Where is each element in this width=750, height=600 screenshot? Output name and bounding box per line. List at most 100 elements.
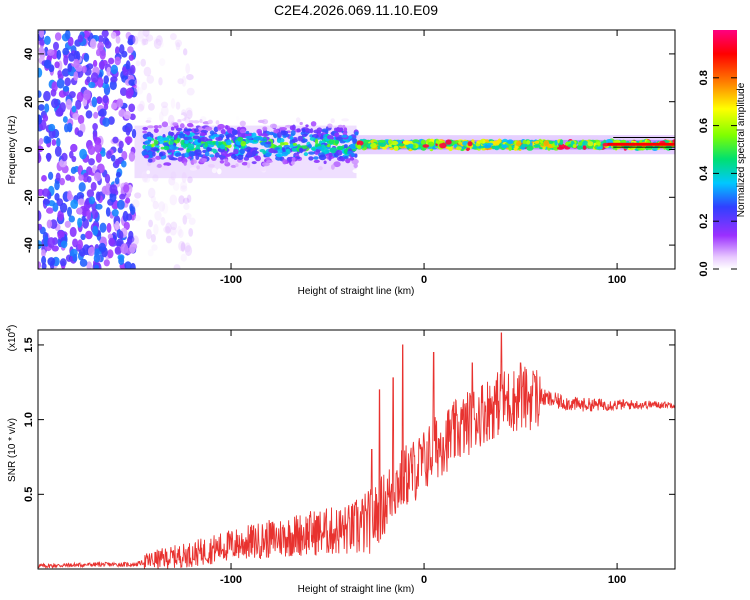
spectrogram-cell [170,33,177,41]
spectrogram-cell [103,103,109,110]
spectrogram-cell [153,36,160,45]
spectrogram-cell [141,81,148,91]
spectrogram-cell [330,118,335,124]
spectrogram-cell [85,110,93,119]
spectrogram-cell [257,119,265,123]
spectrogram-cell [107,249,114,259]
spectrogram-cell [60,240,68,249]
spectrogram-cell [124,136,133,144]
spectrogram-cell [192,135,200,140]
spectrogram-cell [207,164,215,168]
spectrogram-cell [176,114,185,120]
spectrogram-cell [141,34,150,42]
spectrogram-cell [157,41,164,48]
colorbar-tick-label: 0.0 [698,261,710,276]
spectrogram-cell [335,126,343,133]
spectrogram-cell [90,181,97,191]
spectrogram-cell [117,199,125,210]
spectrogram-cell [344,156,349,159]
spectrogram-cell [130,262,136,269]
spectrogram-cell [445,139,452,145]
spectrogram-cell [159,58,166,67]
spectrogram-cell [144,140,151,145]
colorbar-gradient [713,30,737,269]
spectrogram-cell [79,148,87,160]
spectrogram-cell [152,200,159,210]
spectrogram-cell [336,145,344,151]
spectrogram-cell [224,153,232,157]
spectrogram-cell [104,40,112,49]
spectrogram-cell [251,132,257,139]
spectrogram-cell [108,237,115,246]
spectrogram-cell [65,174,72,181]
spectrogram-cell [160,146,165,150]
spectrogram-cell [111,209,119,217]
spectrogram-cell [237,154,244,161]
spectrogram-cell [142,38,149,46]
spectrogram-cell [328,152,333,158]
spectrogram-cell [180,253,187,262]
spectrogram-cell [354,131,359,136]
spectrogram-cell [158,201,166,212]
spectrogram-cell [50,89,57,97]
spectrogram-cell [68,215,76,223]
spectrogram-cell [206,140,213,144]
spectrogram-cell [110,76,118,83]
spectrogram-cell [289,143,294,149]
spectrogram-cell [78,182,86,192]
spectrogram-cell [77,239,83,250]
spectrogram-cell [152,174,159,182]
spectrogram-cell [204,151,210,157]
spectrogram-cell [112,136,119,144]
spectrogram-cell [520,143,528,148]
spectrogram-cell [291,157,296,162]
spectrogram-cell [150,195,156,203]
spectrogram-cell [239,148,245,155]
spectrogram-cell [273,128,280,134]
spectrogram-cell [105,207,111,217]
spectrogram-cell [165,222,172,234]
spectrogram-cell [46,207,54,214]
spectrogram-cell [516,140,522,147]
spectrogram-cell [122,210,129,222]
spectrogram-cell [508,145,512,151]
spectrogram-cell [38,145,44,152]
spectrogram-cell [172,122,179,126]
spectrogram-cell [179,133,186,139]
spectrogram-cell [217,168,222,175]
spectrogram-cell [115,46,120,55]
spectrogram-cell [345,158,351,164]
spectrogram-cell [72,253,78,262]
spectrogram-cell [42,114,49,122]
spectrogram-cell [82,65,87,74]
spectrogram-cell [165,235,172,244]
spectrogram-cell [142,173,148,183]
spectrogram-cell [67,206,72,217]
spectrogram-cell [335,149,343,156]
spectrogram-cell [147,158,153,163]
spectrogram-cell [48,171,54,180]
spectrogram-cell [86,189,95,198]
spectrogram-cell [327,123,333,128]
spectrogram-cell [427,141,435,147]
spectrogram-cell [403,141,409,145]
spectrogram-cell [67,63,72,73]
spectrogram-cell [69,226,77,238]
spectrogram-cell [231,154,237,159]
spectrogram-cell [231,129,238,136]
spectrogram-cell [219,144,226,150]
spectrogram-cell [98,60,105,70]
spectrogram-cell [59,202,68,213]
spectrogram-cell [295,117,301,123]
spectrogram-cell [89,38,97,49]
spectrogram-cell [255,155,261,162]
spectrogram-cell [103,259,110,267]
spectrogram-cell [501,144,508,149]
spectrogram-cell [363,139,370,143]
spectrogram-cell [67,36,74,47]
spectrogram-cell [177,119,182,123]
spectrogram-cell [240,140,247,147]
spectrogram-cell [64,30,71,40]
spectrogram-cell [220,129,226,135]
spectrogram-cell [108,57,115,65]
